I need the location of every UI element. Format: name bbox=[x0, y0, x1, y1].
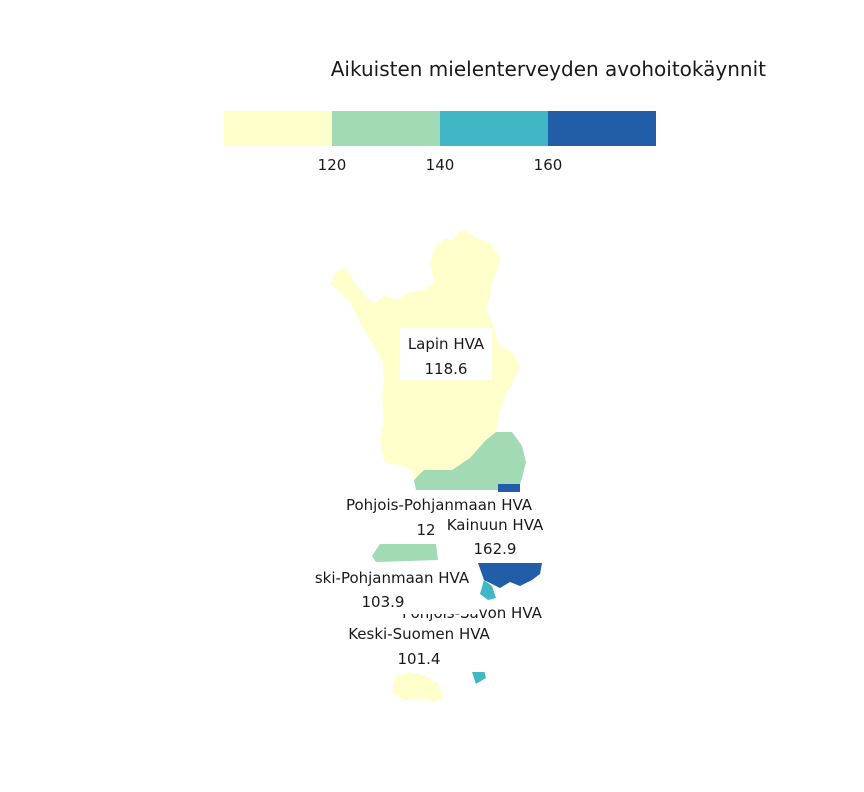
region-pohjois-savon-hva[interactable] bbox=[480, 580, 496, 600]
map-title: Aikuisten mielenterveyden avohoitokäynni… bbox=[331, 57, 766, 81]
label-box-keski-suomen bbox=[342, 622, 496, 672]
label-name-lapin: Lapin HVA bbox=[408, 335, 485, 353]
label-name-keski-suomen: Keski-Suomen HVA bbox=[348, 625, 490, 643]
label-value-pohjois-pohjanmaan: 12 bbox=[416, 521, 435, 539]
label-box-keski-pohjanmaan bbox=[312, 564, 478, 614]
legend-tick-140: 140 bbox=[426, 156, 455, 174]
label-name-keski-pohjanmaan: ski-Pohjanmaan HVA bbox=[315, 569, 470, 587]
label-value-keski-pohjanmaan: 103.9 bbox=[362, 593, 405, 611]
region-keski-suomen-hva[interactable] bbox=[392, 672, 444, 702]
label-name-kainuun: Kainuun HVA bbox=[447, 516, 544, 534]
label-value-keski-suomen: 101.4 bbox=[398, 650, 441, 668]
region-keski-pohjanmaan-hva[interactable] bbox=[372, 544, 438, 562]
region-pohjois-pohjanmaan-hva[interactable] bbox=[414, 432, 526, 490]
legend-swatch-4 bbox=[548, 111, 656, 146]
region-kainuun-hva[interactable] bbox=[498, 484, 520, 492]
label-box-lapin bbox=[400, 328, 492, 380]
legend-swatch-3 bbox=[440, 111, 548, 146]
color-legend: 120 140 160 bbox=[224, 111, 656, 174]
region-labels: Lapin HVA 118.6 Pohjois-Pohjanmaan HVA 1… bbox=[312, 328, 552, 672]
legend-swatch-2 bbox=[332, 111, 440, 146]
label-name-pohjois-pohjanmaan: Pohjois-Pohjanmaan HVA bbox=[346, 496, 533, 514]
label-value-kainuun: 162.9 bbox=[474, 540, 517, 558]
region-small-teal bbox=[472, 670, 486, 684]
label-box-kainuun bbox=[438, 512, 552, 562]
region-kainuun-lower-hva[interactable] bbox=[478, 563, 542, 588]
label-value-lapin: 118.6 bbox=[425, 360, 468, 378]
legend-tick-160: 160 bbox=[534, 156, 563, 174]
legend-tick-120: 120 bbox=[318, 156, 347, 174]
legend-swatch-1 bbox=[224, 111, 332, 146]
